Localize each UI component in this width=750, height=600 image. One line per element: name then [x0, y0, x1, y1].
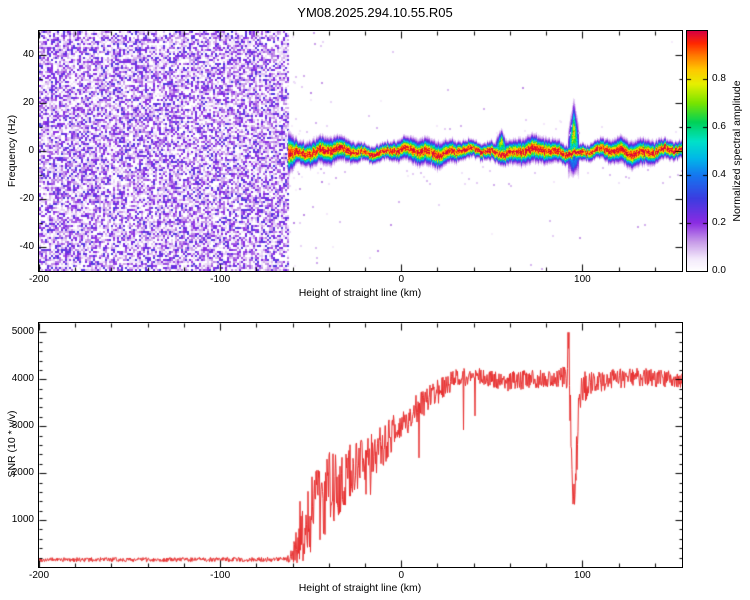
spectrogram-ytick-label: -40: [19, 241, 34, 252]
colorbar-label: Normalized spectral amplitude: [731, 80, 743, 222]
snr-ytick-label: 2000: [11, 467, 34, 479]
snr-xtick-label: 100: [574, 570, 591, 581]
colorbar-tick-label: 0.6: [712, 121, 726, 132]
colorbar-tick-label: 0.8: [712, 73, 726, 84]
spectrogram-ylabel: Frequency (Hz): [6, 114, 18, 188]
spectrogram-ytick-label: 40: [22, 49, 34, 60]
spectrogram-ytick-label: 0: [28, 145, 34, 156]
spectrogram-ytick-label: -20: [19, 193, 34, 204]
snr-xtick-label: -100: [210, 570, 231, 581]
colorbar-tick-label: 0.2: [712, 217, 726, 228]
snr-ytick-label: 1000: [11, 514, 34, 526]
figure-title: YM08.2025.294.10.55.R05: [297, 5, 453, 20]
spectrogram-xtick-label: -100: [210, 274, 231, 285]
snr-xtick-label: 0: [398, 570, 405, 581]
spectrogram-xtick-label: 0: [398, 274, 405, 285]
snr-ytick-label: 4000: [11, 373, 34, 385]
snr-xlabel: Height of straight line (km): [298, 582, 422, 594]
snr-canvas: [38, 322, 683, 568]
colorbar-tick-label: 0.0: [712, 265, 726, 276]
colorbar-tick-label: 0.4: [712, 169, 726, 180]
spectrogram-xtick-label: 100: [574, 274, 591, 285]
snr-xtick-label: -200: [28, 570, 50, 581]
spectrogram-ytick-label: 20: [22, 97, 34, 108]
snr-ytick-label: 3000: [11, 420, 34, 432]
spectrogram-xlabel: Height of straight line (km): [298, 287, 422, 299]
colorbar-canvas: [686, 30, 708, 272]
spectrogram-xtick-label: -200: [28, 274, 50, 285]
spectrogram-canvas: [38, 30, 683, 272]
snr-ytick-label: 5000: [11, 326, 34, 338]
